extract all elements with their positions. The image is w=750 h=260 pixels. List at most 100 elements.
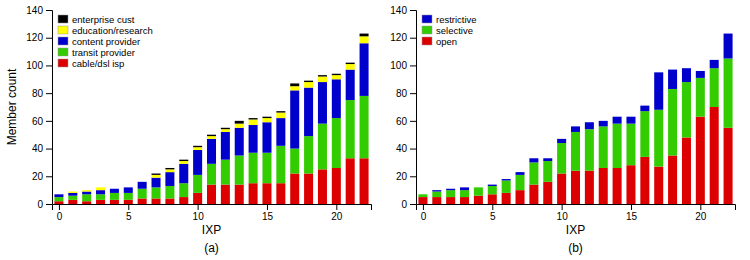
figure: 05101520020406080100120140IXPMember coun…	[0, 0, 750, 260]
series	[418, 59, 732, 198]
bar-segment	[332, 74, 341, 75]
bar-segment	[360, 43, 369, 96]
bar-segment	[235, 128, 244, 156]
bar-segment	[599, 121, 608, 127]
bar-segment	[124, 193, 133, 200]
bar-segment	[432, 190, 441, 191]
bar-segment	[516, 190, 525, 204]
bar-segment	[207, 136, 216, 139]
tick: 80	[32, 88, 52, 99]
bar-segment	[262, 118, 271, 122]
bar-segment	[249, 153, 258, 183]
bar-segment	[207, 185, 216, 204]
bar-segment	[557, 174, 566, 204]
tick-label: 20	[396, 171, 408, 182]
bar-segment	[654, 72, 663, 109]
bar-segment	[460, 190, 469, 197]
bar-segment	[696, 78, 705, 117]
tick: 140	[390, 5, 416, 16]
bar-segment	[276, 113, 285, 119]
bar-segment	[446, 190, 455, 197]
bar-segment	[207, 135, 216, 136]
bar-segment	[179, 183, 188, 197]
panel-caption: (b)	[568, 241, 583, 255]
bar-segment	[332, 118, 341, 168]
legend-swatch	[422, 37, 432, 45]
legend-swatch	[422, 26, 432, 34]
tick-mark	[46, 121, 52, 122]
tick-label: 10	[557, 211, 569, 222]
tick-label: 15	[626, 211, 638, 222]
tick-label: 80	[396, 88, 408, 99]
bar-segment	[235, 124, 244, 128]
bar-segment	[235, 121, 244, 124]
panel-caption: (a)	[204, 241, 219, 255]
bar-segment	[418, 197, 427, 204]
tick-mark	[128, 204, 129, 210]
legend-label: education/research	[72, 25, 153, 36]
tick: 20	[695, 204, 707, 222]
x-axis-title: IXP	[202, 223, 221, 237]
bar-segment	[221, 160, 230, 185]
bar-segment	[54, 194, 63, 195]
tick-label: 40	[396, 143, 408, 154]
bar-segment	[138, 181, 147, 182]
bar-segment	[138, 198, 147, 204]
bar-segment	[346, 158, 355, 204]
bar-segment	[235, 185, 244, 204]
bar-segment	[68, 192, 77, 193]
bar-segment	[304, 136, 313, 173]
tick-label: 10	[193, 211, 205, 222]
bar-segment	[179, 160, 188, 161]
bar-segment	[360, 34, 369, 37]
bar-segment	[68, 191, 77, 192]
bar-segment	[571, 126, 580, 132]
y-axis: 020406080100120140	[390, 5, 416, 210]
bar-segment	[54, 201, 63, 204]
bar-segment	[418, 194, 427, 197]
axis-line	[417, 205, 736, 211]
bar-segment	[96, 187, 105, 188]
bar-segment	[346, 64, 355, 70]
bar-segment	[613, 168, 622, 204]
bar-segment	[249, 118, 258, 119]
bar-segment	[235, 156, 244, 185]
tick-mark	[46, 65, 52, 66]
bar-segment	[668, 89, 677, 156]
legend-label: enterprise cust	[72, 14, 135, 25]
legend-swatch	[58, 48, 68, 56]
bar-segment	[138, 181, 147, 182]
tick-mark	[562, 204, 563, 210]
bar-segment	[138, 182, 147, 189]
bar-segment	[460, 197, 469, 204]
tick: 100	[390, 60, 416, 71]
tick-mark	[46, 204, 52, 205]
bar-segment	[474, 196, 483, 204]
tick: 0	[401, 199, 416, 210]
legend-swatch	[58, 59, 68, 67]
legend-label: cable/dsl isp	[72, 58, 124, 69]
bar-segment	[276, 118, 285, 146]
bar-segment	[124, 200, 133, 204]
series	[152, 34, 369, 175]
bar-segment	[360, 158, 369, 204]
bar-segment	[488, 186, 497, 194]
bar-segment	[724, 34, 733, 59]
tick-label: 40	[32, 143, 44, 154]
tick-mark	[410, 149, 416, 150]
bar-segment	[346, 70, 355, 100]
tick: 40	[396, 143, 416, 154]
bar-segment	[152, 178, 161, 188]
legend-item: open	[422, 36, 457, 47]
axis-line	[53, 205, 372, 211]
bar-segment	[290, 86, 299, 90]
bar-segment	[262, 117, 271, 118]
bar-segment	[654, 167, 663, 204]
bar-segment	[571, 132, 580, 171]
bar-segment	[626, 165, 635, 204]
tick-mark	[267, 204, 268, 210]
bar-segment	[68, 200, 77, 204]
bar-segment	[110, 200, 119, 204]
bar-segment	[432, 197, 441, 204]
bars	[54, 34, 368, 204]
